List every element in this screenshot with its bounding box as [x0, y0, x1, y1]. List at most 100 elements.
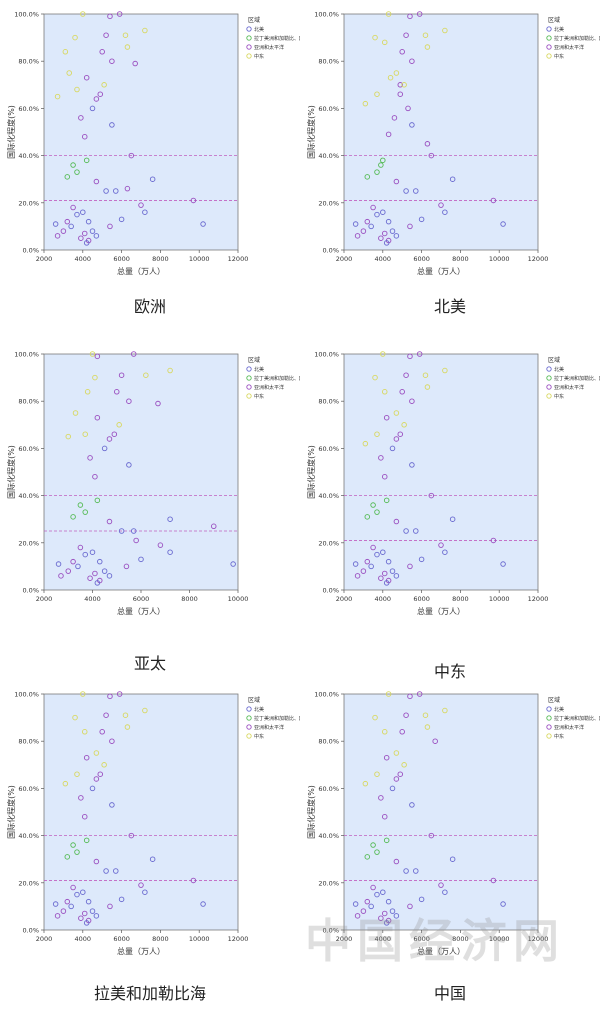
scatter-point — [107, 693, 113, 700]
scatter-point — [352, 561, 359, 567]
scatter-point — [374, 91, 380, 97]
legend-label: 亚洲和太平洋 — [254, 724, 284, 731]
scatter-point — [167, 367, 173, 374]
legend-label: 北美 — [254, 26, 264, 33]
legend-title: 区域 — [248, 696, 260, 704]
scatter-point — [74, 86, 80, 93]
y-tick-label: 40.0% — [18, 832, 39, 840]
chart-panel-middle-east: 0.0% 20.0% 40.0% 60.0% 80.0% 100.0% 2000 4000 60… — [300, 340, 600, 682]
x-tick-label: 4000 — [375, 935, 392, 943]
scatter-point — [118, 896, 125, 903]
scatter-point — [142, 707, 148, 714]
scatter-point — [416, 691, 423, 697]
chart-caption: 中国 — [433, 984, 466, 1003]
scatter-point — [83, 754, 90, 761]
x-tick-label: 8000 — [181, 595, 198, 603]
scatter-point — [368, 563, 374, 570]
scatter-point — [490, 877, 497, 884]
scatter-point — [399, 389, 405, 395]
scatter-point — [401, 82, 407, 88]
scatter-point — [422, 372, 429, 378]
scatter-point — [362, 100, 369, 107]
y-tick-label: 40.0% — [318, 492, 339, 500]
y-tick-label: 40.0% — [18, 492, 39, 500]
y-tick-label: 40.0% — [318, 832, 339, 840]
legend-label: 中东 — [554, 393, 564, 400]
scatter-point — [422, 32, 429, 38]
scatter-point — [500, 221, 506, 227]
legend-marker — [246, 724, 252, 730]
scatter-point — [58, 573, 64, 579]
scatter-point — [407, 693, 413, 700]
scatter-point — [74, 169, 80, 175]
scatter-point — [93, 96, 100, 102]
y-tick-label: 40.0% — [18, 152, 39, 160]
chart-svg: 0.0% 20.0% 40.0% 60.0% 80.0% 100.0% 2000 4000 60… — [306, 691, 600, 957]
scatter-point — [68, 903, 74, 910]
scatter-point — [401, 422, 407, 428]
scatter-point — [74, 771, 80, 777]
scatter-point — [368, 903, 374, 910]
plot-area — [343, 353, 539, 591]
chart-panel-north-america: 0.0% 20.0% 40.0% 60.0% 80.0% 100.0% 2000 4000 60… — [300, 0, 600, 337]
scatter-point — [70, 204, 76, 211]
scatter-point — [93, 776, 100, 782]
x-tick-label: 12000 — [528, 255, 549, 263]
scatter-point — [97, 771, 104, 777]
scatter-point — [85, 218, 92, 225]
y-axis-label: 国际化程度(%) — [306, 445, 316, 499]
scatter-point — [393, 410, 400, 416]
scatter-point — [89, 351, 96, 357]
scatter-point — [80, 11, 86, 17]
scatter-point — [442, 889, 448, 895]
chart-svg: 0.0% 20.0% 40.0% 60.0% 80.0% 100.0% 2000 4000 60… — [306, 11, 600, 277]
scatter-point — [393, 518, 400, 525]
x-tick-label: 12000 — [528, 935, 549, 943]
scatter-point — [62, 49, 69, 55]
legend-label: 亚洲和太平洋 — [254, 384, 284, 391]
scatter-point — [428, 832, 435, 839]
scatter-point — [418, 896, 425, 903]
scatter-point — [103, 712, 109, 718]
scatter-point — [113, 389, 120, 395]
scatter-point — [393, 913, 400, 919]
scatter-point — [70, 884, 76, 891]
scatter-point — [397, 82, 404, 88]
scatter-point — [138, 202, 144, 208]
scatter-point — [101, 445, 108, 452]
y-tick-label: 60.0% — [318, 105, 339, 113]
legend-label: 拉丁美洲和加勒比、欧洲 — [554, 375, 600, 382]
scatter-point — [60, 908, 67, 914]
scatter-point — [403, 32, 409, 38]
x-tick-label: 2000 — [336, 595, 353, 603]
x-tick-label: 6000 — [413, 935, 430, 943]
scatter-point — [230, 561, 236, 567]
scatter-point — [126, 462, 132, 468]
scatter-point — [403, 188, 409, 194]
scatter-point — [442, 707, 448, 714]
scatter-point — [449, 176, 456, 182]
plot-area — [343, 693, 539, 931]
y-tick-label: 20.0% — [318, 539, 339, 547]
scatter-point — [424, 141, 431, 147]
y-tick-label: 60.0% — [318, 445, 339, 453]
y-tick-label: 0.0% — [22, 927, 39, 935]
scatter-point — [428, 492, 435, 499]
scatter-point — [442, 27, 448, 34]
scatter-point — [416, 11, 423, 17]
plot-area — [43, 693, 239, 931]
scatter-point — [74, 849, 80, 855]
scatter-point — [70, 514, 76, 520]
scatter-point — [381, 813, 388, 820]
legend-marker — [246, 53, 252, 59]
scatter-point — [383, 837, 390, 844]
scatter-point — [101, 762, 107, 768]
scatter-point — [393, 233, 400, 239]
scatter-point — [362, 780, 369, 787]
scatter-point — [200, 901, 206, 907]
scatter-point — [381, 729, 388, 735]
scatter-point — [101, 82, 107, 88]
y-tick-label: 80.0% — [18, 58, 39, 66]
scatter-point — [401, 762, 407, 768]
scatter-point — [383, 920, 390, 926]
